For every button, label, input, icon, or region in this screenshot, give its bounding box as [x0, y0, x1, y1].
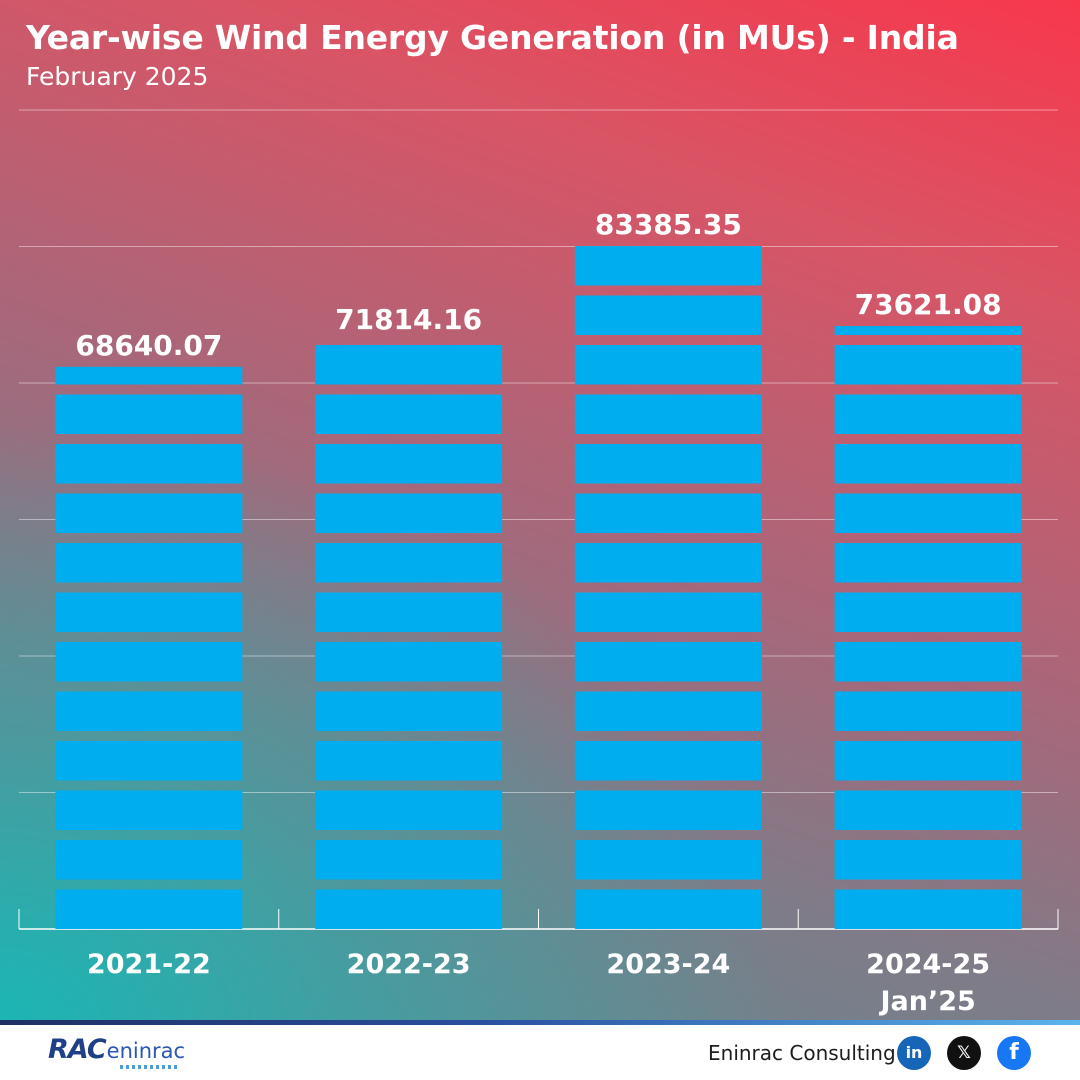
bar-segment [315, 642, 503, 682]
bar-segment [834, 840, 1022, 880]
bar-segment [55, 592, 243, 632]
bar-segment [574, 741, 762, 781]
bar-segment [834, 642, 1022, 682]
bar-segment [315, 889, 503, 929]
bar-chart: 68640.07 2021-22 71814.16 2022-23 83385.35 20… [55, 208, 1022, 1017]
bar-segment [834, 741, 1022, 781]
bar-segment [574, 592, 762, 632]
data-label: 73621.08 [855, 288, 1002, 321]
bar-segment [574, 345, 762, 385]
bar-segment [834, 889, 1022, 929]
company-name: Eninrac Consulting [708, 1041, 896, 1065]
bar-segment [315, 840, 503, 880]
bar-segment [315, 493, 503, 533]
bar-segment [574, 642, 762, 682]
bar-segment [55, 366, 243, 385]
bar-segment [55, 691, 243, 731]
bar [315, 345, 503, 929]
bar-segment [574, 543, 762, 583]
bar-segment [834, 790, 1022, 830]
bar [55, 366, 243, 929]
x-icon[interactable]: 𝕏 [947, 1036, 981, 1070]
bar-segment [574, 394, 762, 434]
logo-subtext: eninrac [106, 1039, 186, 1063]
bar-segment [574, 889, 762, 929]
bar-segment [574, 295, 762, 335]
bar-segment [315, 790, 503, 830]
data-label: 83385.35 [595, 208, 742, 241]
eninrac-logo[interactable]: RACeninrac [48, 1036, 185, 1063]
footer-divider [0, 1020, 1080, 1025]
bar-segment [574, 444, 762, 484]
x-tick-label: 2021-22 [87, 949, 211, 980]
bar-segment [315, 741, 503, 781]
bar-segment [55, 889, 243, 929]
bar-segment [834, 691, 1022, 731]
bar-segment [574, 790, 762, 830]
bar-segment [574, 691, 762, 731]
bar-segment [574, 493, 762, 533]
linkedin-icon[interactable]: in [897, 1036, 931, 1070]
bar-segment [315, 394, 503, 434]
x-tick-label: 2024-25 [866, 949, 990, 980]
facebook-icon[interactable]: f [997, 1036, 1031, 1070]
bar [834, 326, 1022, 929]
bar-segment [834, 326, 1022, 335]
bar-segment [55, 543, 243, 583]
bar-segment [55, 840, 243, 880]
bar-segment [55, 790, 243, 830]
bar-segment [834, 394, 1022, 434]
bar-segment [55, 394, 243, 434]
logo-dots [120, 1065, 178, 1069]
bar-segment [834, 493, 1022, 533]
bar-segment [315, 345, 503, 385]
footer: RACeninrac Eninrac Consulting in 𝕏 f [0, 1025, 1080, 1080]
bar-segment [55, 741, 243, 781]
data-label: 71814.16 [335, 303, 482, 336]
bar-segment [315, 543, 503, 583]
x-tick-label: 2023-24 [606, 949, 730, 980]
bar [574, 246, 762, 929]
chart-subtitle: February 2025 [26, 62, 209, 91]
bar-segment [55, 444, 243, 484]
x-tick-label: 2022-23 [347, 949, 471, 980]
bar-segment [574, 246, 762, 286]
bar-segment [315, 444, 503, 484]
bar-segment [315, 592, 503, 632]
logo-text: RAC [48, 1034, 107, 1065]
bar-segment [315, 691, 503, 731]
bar-segment [55, 642, 243, 682]
x-tick-label: Jan’25 [878, 986, 975, 1017]
bar-segment [834, 345, 1022, 385]
bar-segment [574, 840, 762, 880]
bar-segment [55, 493, 243, 533]
bar-segment [834, 444, 1022, 484]
chart-title: Year-wise Wind Energy Generation (in MUs… [26, 18, 959, 57]
bar-segment [834, 592, 1022, 632]
data-label: 68640.07 [75, 329, 222, 362]
bar-segment [834, 543, 1022, 583]
infographic-panel: Year-wise Wind Energy Generation (in MUs… [0, 0, 1080, 1022]
